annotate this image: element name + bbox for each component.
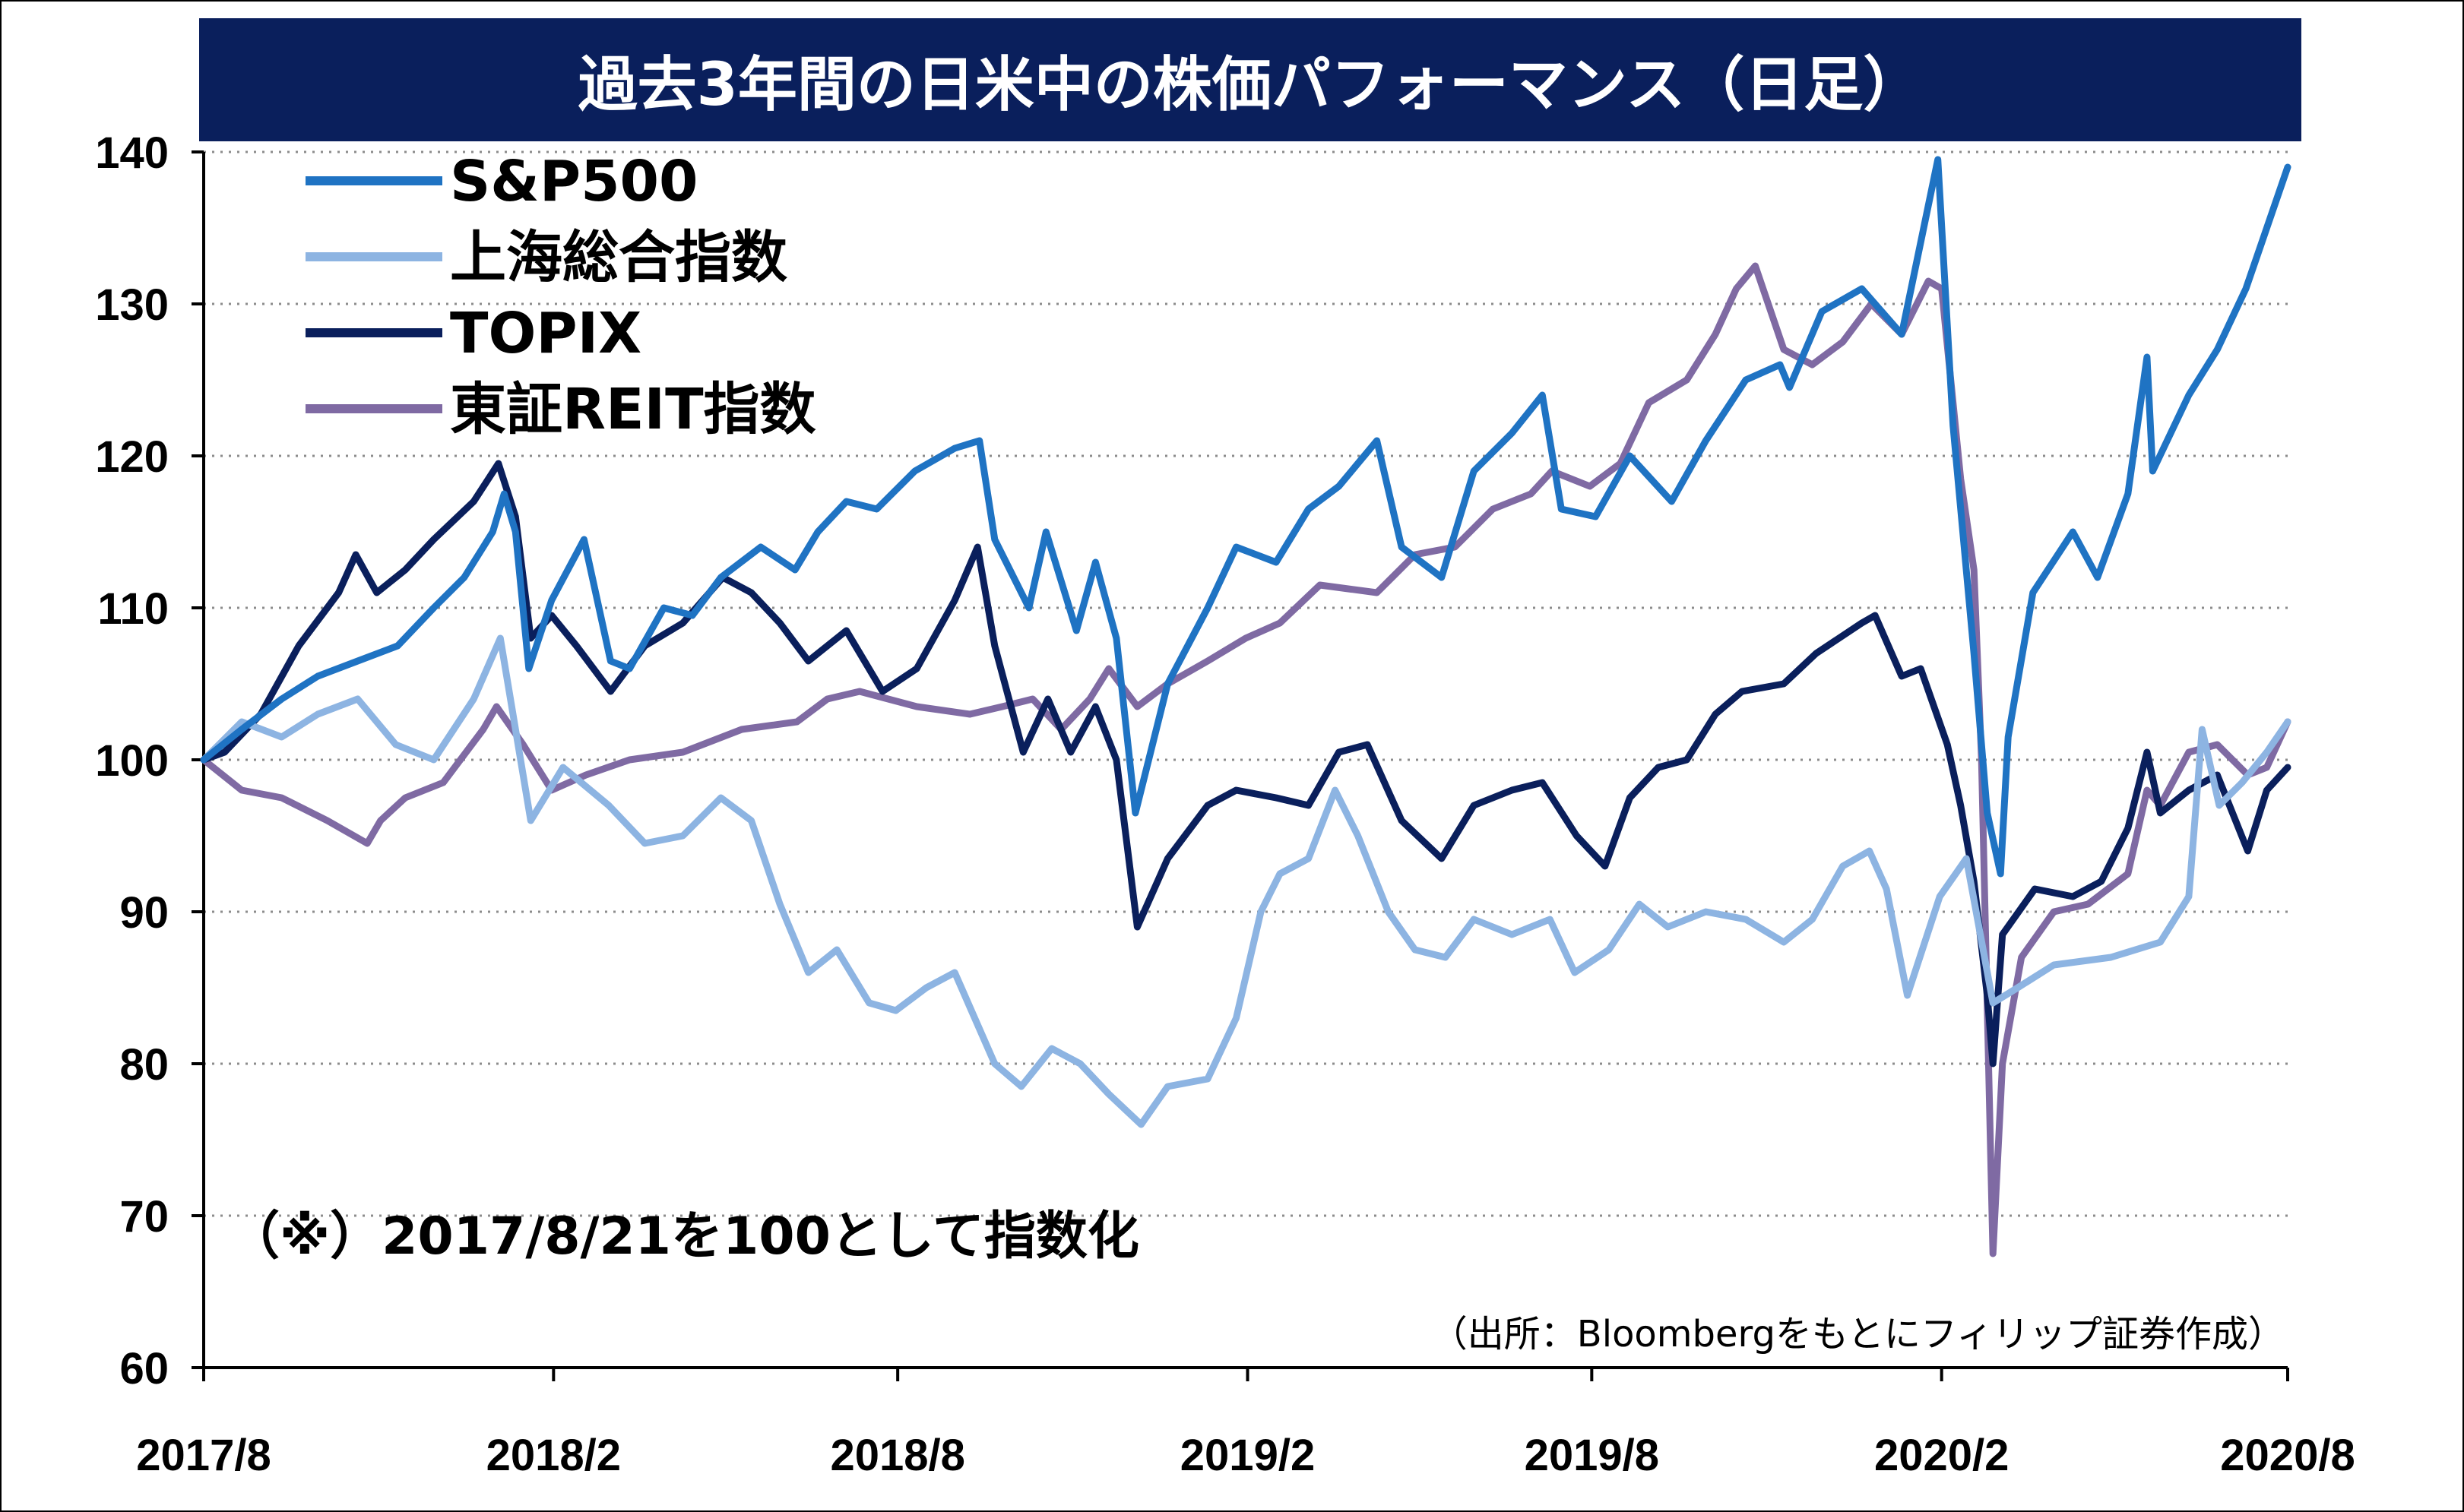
y-tick-label: 70 (119, 1192, 169, 1242)
y-tick-label: 90 (119, 888, 169, 938)
x-tick-label: 2018/2 (486, 1431, 621, 1480)
legend-label: 上海総合指数 (450, 225, 787, 290)
y-tick-label: 140 (95, 128, 169, 178)
x-tick-label: 2020/2 (1874, 1431, 2009, 1480)
x-tick-label: 2019/2 (1180, 1431, 1315, 1480)
x-tick-label: 2020/8 (2220, 1431, 2355, 1480)
legend-label: S&P500 (450, 149, 698, 214)
y-tick-label: 130 (95, 280, 169, 330)
chart-title: 過去3年間の日米中の株価パフォーマンス（日足） (578, 51, 1923, 119)
x-tick-label: 2019/8 (1525, 1431, 1659, 1480)
source-note: （出所：Bloombergをもとにフィリップ証券作成） (1431, 1313, 2285, 1355)
chart-title-bar: 過去3年間の日米中の株価パフォーマンス（日足） (199, 18, 2301, 141)
y-tick-label: 120 (95, 432, 169, 482)
series-line-3 (200, 262, 2291, 1257)
series-line-0 (200, 156, 2291, 878)
legend-label: TOPIX (450, 301, 641, 366)
y-tick-label: 80 (119, 1040, 169, 1090)
legend: S&P500 上海総合指数 TOPIX 東証REIT指数 (306, 149, 816, 442)
series-lines (200, 156, 2291, 1257)
x-tick-label: 2017/8 (136, 1431, 271, 1480)
x-tick-label: 2018/8 (830, 1431, 964, 1480)
series-line-1 (200, 634, 2291, 1128)
y-tick-label: 110 (97, 584, 169, 634)
legend-label: 東証REIT指数 (450, 377, 816, 442)
y-tick-label: 60 (119, 1344, 169, 1393)
index-base-note: （※）2017/8/21を100として指数化 (228, 1207, 1139, 1267)
y-tick-label: 100 (95, 736, 169, 786)
